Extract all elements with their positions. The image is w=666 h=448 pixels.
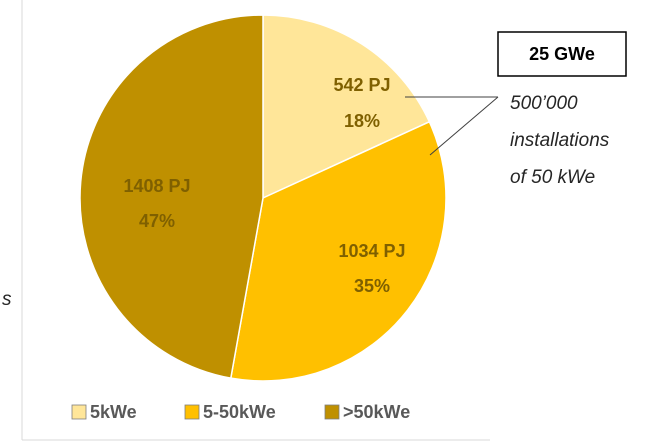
data-label: 1408 PJ <box>123 176 190 196</box>
annotation-box-text: 25 GWe <box>529 44 595 64</box>
percent-label: 18% <box>344 111 380 131</box>
annotation-fragment: s <box>2 289 12 310</box>
legend-label: >50kWe <box>343 402 410 422</box>
leader-line <box>429 96 499 156</box>
legend-label: 5kWe <box>90 402 137 422</box>
legend-swatch <box>324 404 340 420</box>
legend-label: 5-50kWe <box>203 402 276 422</box>
pie-slice <box>229 120 447 382</box>
percent-label: 47% <box>139 211 175 231</box>
data-label: 542 PJ <box>333 75 390 95</box>
annotation: of 50 kWe <box>510 167 595 188</box>
data-label: 1034 PJ <box>338 241 405 261</box>
percent-label: 35% <box>354 276 390 296</box>
legend-swatch <box>71 404 87 420</box>
annotation: installations <box>510 130 610 151</box>
pie-slice <box>262 14 431 200</box>
annotation: 500’000 <box>510 93 578 114</box>
pie-slice <box>79 14 264 380</box>
pie <box>79 14 447 382</box>
legend-swatch <box>184 404 200 420</box>
annotation-box <box>497 31 627 77</box>
